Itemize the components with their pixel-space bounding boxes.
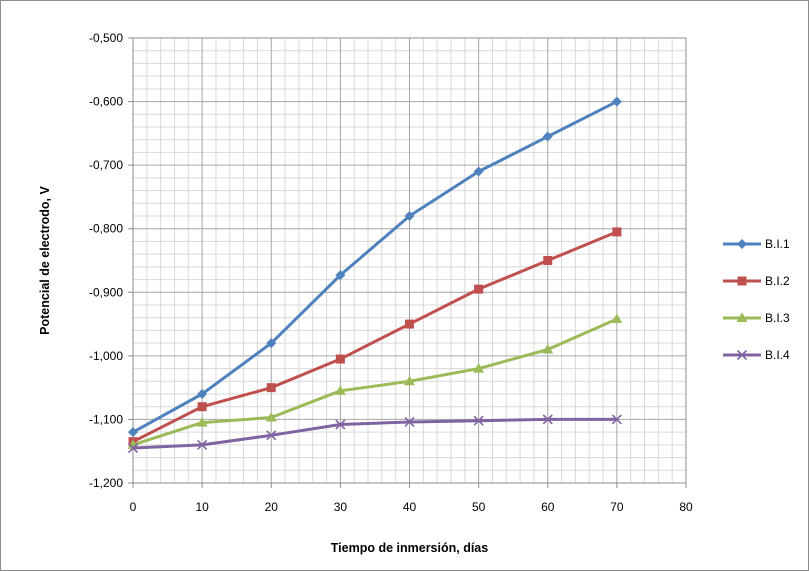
data-point xyxy=(404,416,415,428)
data-point xyxy=(196,417,208,427)
legend-marker xyxy=(737,239,747,249)
data-point xyxy=(542,131,553,142)
x-tick-label: 60 xyxy=(541,500,555,514)
data-point xyxy=(473,166,484,177)
y-tick-label: -1,200 xyxy=(89,476,123,490)
data-point xyxy=(542,414,553,425)
x-tick-label: 0 xyxy=(130,500,137,514)
legend-item: B.I.4 xyxy=(723,348,790,362)
legend-item: B.I.2 xyxy=(723,274,790,288)
data-point xyxy=(404,211,415,221)
data-point xyxy=(611,414,622,425)
x-tick-label: 30 xyxy=(334,500,348,514)
data-point xyxy=(266,338,277,349)
series-line xyxy=(132,317,618,447)
data-point xyxy=(405,319,414,329)
data-point xyxy=(334,385,346,395)
series-line xyxy=(132,417,617,450)
y-tick-label: -0,700 xyxy=(89,158,123,172)
data-point xyxy=(335,270,346,281)
y-tick-label: -0,500 xyxy=(89,31,123,45)
series-line xyxy=(132,100,618,434)
y-tick-label: -0,800 xyxy=(89,222,123,236)
series-line xyxy=(132,230,618,444)
y-tick-label: -0,900 xyxy=(89,285,123,299)
legend-marker xyxy=(736,349,748,361)
legend-item: B.I.3 xyxy=(723,311,790,325)
y-tick-label: -1,000 xyxy=(89,349,123,363)
y-tick-label: -0,600 xyxy=(89,95,123,109)
series-layer xyxy=(127,96,623,454)
data-point xyxy=(543,256,553,265)
x-tick-label: 40 xyxy=(403,500,417,514)
data-point xyxy=(266,383,276,393)
data-point xyxy=(542,344,554,354)
data-point xyxy=(197,402,207,412)
data-point xyxy=(266,430,277,441)
data-point xyxy=(128,427,138,438)
data-point xyxy=(473,363,485,373)
x-axis-title: Tiempo de inmersión, días xyxy=(331,541,488,555)
x-axis-ticks: 0 10 20 30 40 50 60 70 80 xyxy=(130,483,693,514)
series-4 xyxy=(127,414,622,454)
data-point xyxy=(473,415,484,426)
x-tick-label: 70 xyxy=(610,500,624,514)
data-point xyxy=(335,354,345,364)
x-tick-label: 20 xyxy=(265,500,279,514)
data-point xyxy=(127,442,139,454)
x-tick-label: 10 xyxy=(195,500,209,514)
data-point xyxy=(612,227,622,237)
x-tick-label: 80 xyxy=(679,500,693,514)
data-point xyxy=(611,313,623,323)
x-tick-label: 50 xyxy=(472,500,486,514)
legend-label: B.I.1 xyxy=(765,237,790,251)
legend-label: B.I.3 xyxy=(765,311,790,325)
y-axis-title: Potencial de electrodo, V xyxy=(38,186,52,335)
data-point xyxy=(474,284,484,294)
series-1 xyxy=(128,96,622,438)
y-tick-label: -1,100 xyxy=(89,412,123,426)
y-axis-ticks: -0,500 -0,600 -0,700 -0,800 -0,900 -1,000 -1,1… xyxy=(89,31,133,490)
data-point xyxy=(197,439,208,450)
data-point xyxy=(404,375,415,386)
legend-marker xyxy=(736,312,748,322)
data-point xyxy=(265,412,277,422)
legend-item: B.I.1 xyxy=(723,237,790,251)
data-point xyxy=(197,389,208,399)
data-point xyxy=(335,419,346,430)
legend-marker xyxy=(737,276,747,286)
legend-label: B.I.2 xyxy=(765,274,790,288)
legend-label: B.I.4 xyxy=(765,348,790,362)
data-point xyxy=(611,96,622,107)
legend: B.I.1 B.I.2 B.I.3 B.I.4 xyxy=(723,237,790,362)
